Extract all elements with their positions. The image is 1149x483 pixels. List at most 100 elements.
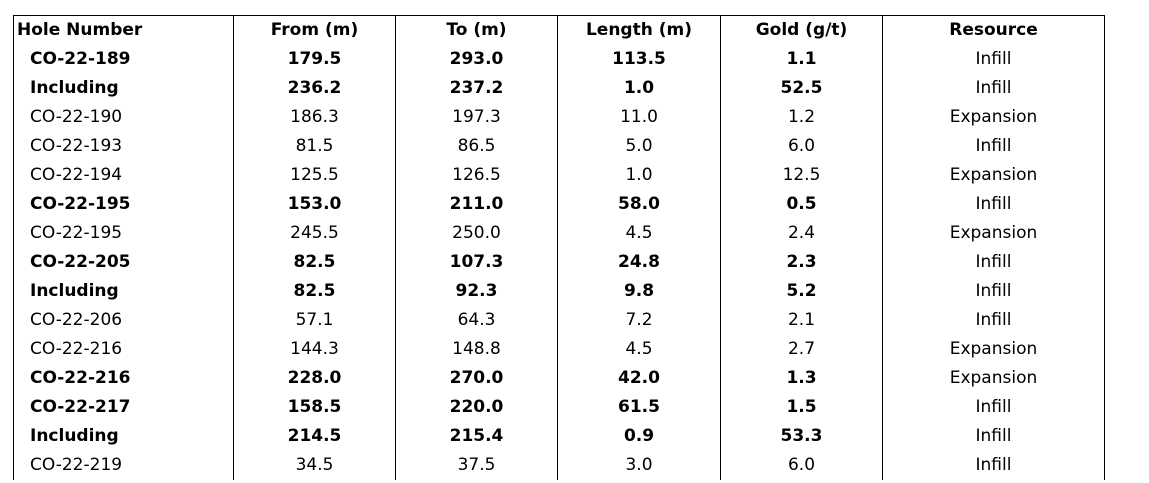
table-cell: CO-22-195: [13, 190, 234, 219]
table-cell: 215.4: [395, 422, 558, 451]
table-cell: 24.8: [557, 248, 721, 277]
table-cell: CO-22-216: [13, 364, 234, 393]
table-cell: 220.0: [395, 393, 558, 422]
header-row: Hole Number From (m) To (m) Length (m) Gold …: [13, 15, 1105, 45]
table-cell: 34.5: [233, 451, 396, 480]
table-cell: CO-22-206: [13, 306, 234, 335]
table-cell: Infill: [882, 190, 1105, 219]
table-cell: 186.3: [233, 103, 396, 132]
table-cell: CO-22-219: [13, 451, 234, 480]
table-cell: 3.0: [557, 451, 721, 480]
table-row: Including 214.5 215.4 0.9 53.3 Infill: [13, 422, 1105, 451]
table-cell: CO-22-194: [13, 161, 234, 190]
table-cell: 113.5: [557, 45, 721, 74]
table-cell: Infill: [882, 248, 1105, 277]
table-cell: Including: [13, 277, 234, 306]
table-row: CO-22-219 34.5 37.5 3.0 6.0 Infill: [13, 451, 1105, 480]
table-cell: 214.5: [233, 422, 396, 451]
table-cell: 5.2: [720, 277, 883, 306]
table-cell: CO-22-217: [13, 393, 234, 422]
table-cell: 179.5: [233, 45, 396, 74]
table-cell: 0.5: [720, 190, 883, 219]
table-cell: 42.0: [557, 364, 721, 393]
table-cell: 1.1: [720, 45, 883, 74]
table-row: CO-22-216 228.0 270.0 42.0 1.3 Expansion: [13, 364, 1105, 393]
table-row: CO-22-194 125.5 126.5 1.0 12.5 Expansion: [13, 161, 1105, 190]
table-cell: 4.5: [557, 335, 721, 364]
header-cell: Length (m): [557, 15, 721, 45]
table-cell: 245.5: [233, 219, 396, 248]
table-cell: 1.0: [557, 161, 721, 190]
table-cell: 53.3: [720, 422, 883, 451]
table-cell: 2.3: [720, 248, 883, 277]
table-cell: 158.5: [233, 393, 396, 422]
table-cell: 270.0: [395, 364, 558, 393]
table-cell: Infill: [882, 422, 1105, 451]
table-cell: 7.2: [557, 306, 721, 335]
table-cell: 6.0: [720, 451, 883, 480]
table-cell: 92.3: [395, 277, 558, 306]
table-cell: Infill: [882, 306, 1105, 335]
table-cell: 4.5: [557, 219, 721, 248]
table-cell: 1.0: [557, 74, 721, 103]
table-cell: Including: [13, 422, 234, 451]
header-cell: Hole Number: [13, 15, 234, 45]
table-cell: 144.3: [233, 335, 396, 364]
table-cell: 2.7: [720, 335, 883, 364]
table-row: CO-22-217 158.5 220.0 61.5 1.5 Infill: [13, 393, 1105, 422]
table-row: CO-22-193 81.5 86.5 5.0 6.0 Infill: [13, 132, 1105, 161]
table-cell: CO-22-193: [13, 132, 234, 161]
table-cell: Expansion: [882, 161, 1105, 190]
table-cell: 11.0: [557, 103, 721, 132]
table-row: CO-22-190 186.3 197.3 11.0 1.2 Expansion: [13, 103, 1105, 132]
table-cell: 197.3: [395, 103, 558, 132]
table-cell: Expansion: [882, 364, 1105, 393]
table-cell: 0.9: [557, 422, 721, 451]
table-cell: Infill: [882, 277, 1105, 306]
table-cell: 211.0: [395, 190, 558, 219]
table-cell: 1.3: [720, 364, 883, 393]
header-cell: To (m): [395, 15, 558, 45]
table-cell: Expansion: [882, 335, 1105, 364]
table-cell: 2.4: [720, 219, 883, 248]
table-cell: 236.2: [233, 74, 396, 103]
table-cell: 2.1: [720, 306, 883, 335]
table-cell: CO-22-189: [13, 45, 234, 74]
table-cell: 64.3: [395, 306, 558, 335]
table-cell: 125.5: [233, 161, 396, 190]
table-row: CO-22-216 144.3 148.8 4.5 2.7 Expansion: [13, 335, 1105, 364]
table-cell: Infill: [882, 132, 1105, 161]
table-cell: CO-22-195: [13, 219, 234, 248]
table-cell: 237.2: [395, 74, 558, 103]
table-cell: 9.8: [557, 277, 721, 306]
table-cell: 6.0: [720, 132, 883, 161]
table-row: Including 236.2 237.2 1.0 52.5 Infill: [13, 74, 1105, 103]
table-row: CO-22-189 179.5 293.0 113.5 1.1 Infill: [13, 45, 1105, 74]
table-cell: 107.3: [395, 248, 558, 277]
table-cell: CO-22-190: [13, 103, 234, 132]
drill-results-table: Hole Number From (m) To (m) Length (m) Gold …: [13, 15, 1105, 480]
table-cell: 5.0: [557, 132, 721, 161]
table-cell: 82.5: [233, 277, 396, 306]
table-cell: 12.5: [720, 161, 883, 190]
header-cell: Gold (g/t): [720, 15, 883, 45]
table-cell: Infill: [882, 393, 1105, 422]
table-cell: Infill: [882, 74, 1105, 103]
table-cell: CO-22-205: [13, 248, 234, 277]
table-cell: 82.5: [233, 248, 396, 277]
table-cell: 293.0: [395, 45, 558, 74]
table-cell: 58.0: [557, 190, 721, 219]
table-cell: 1.2: [720, 103, 883, 132]
table-cell: Expansion: [882, 219, 1105, 248]
header-cell: From (m): [233, 15, 396, 45]
table-cell: Including: [13, 74, 234, 103]
table-row: CO-22-205 82.5 107.3 24.8 2.3 Infill: [13, 248, 1105, 277]
table-cell: 61.5: [557, 393, 721, 422]
table-row: CO-22-195 153.0 211.0 58.0 0.5 Infill: [13, 190, 1105, 219]
table-row: CO-22-195 245.5 250.0 4.5 2.4 Expansion: [13, 219, 1105, 248]
table-cell: Expansion: [882, 103, 1105, 132]
table-cell: 81.5: [233, 132, 396, 161]
table-cell: 148.8: [395, 335, 558, 364]
table-cell: 86.5: [395, 132, 558, 161]
